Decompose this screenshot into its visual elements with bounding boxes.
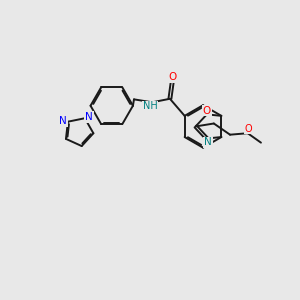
Text: O: O [168,72,176,82]
Text: O: O [203,106,211,116]
Text: N: N [59,116,67,126]
Text: O: O [245,124,252,134]
Text: N: N [85,112,93,122]
Text: N: N [204,137,212,147]
Text: NH: NH [142,101,157,111]
